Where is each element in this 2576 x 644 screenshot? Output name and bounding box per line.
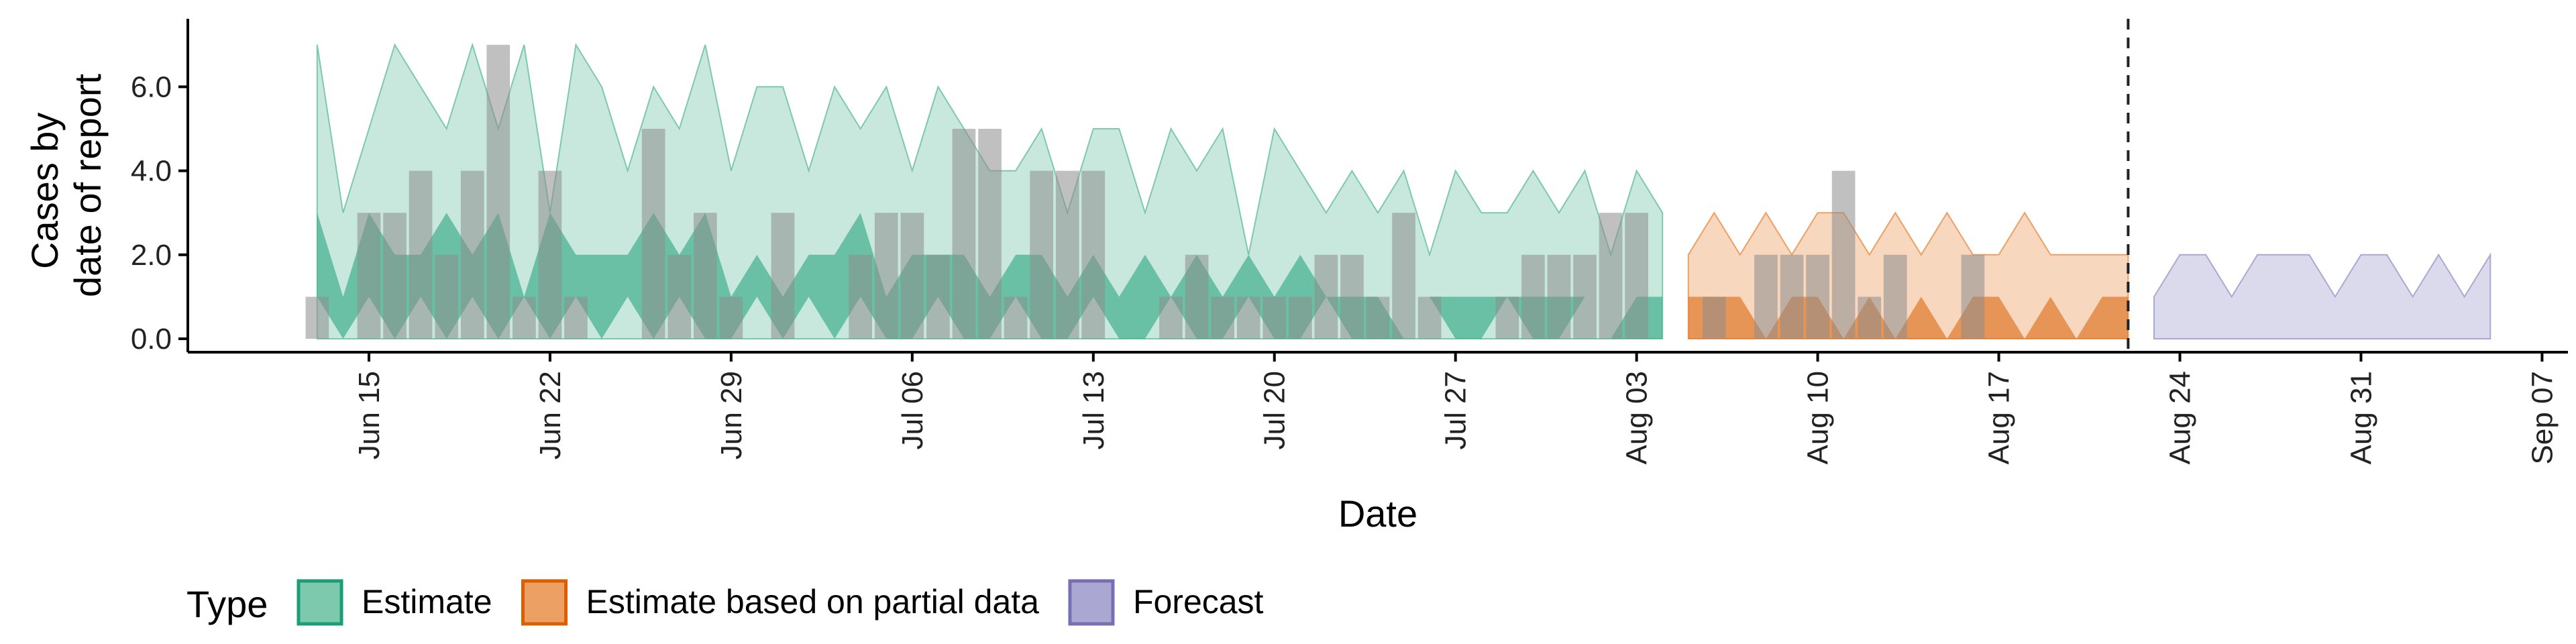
axes [186,19,2568,354]
reported-case-bars [305,44,1985,339]
reported-case-bar [1883,254,1907,339]
reported-case-bar [719,297,743,339]
y-tick-label: 6.0 [131,70,172,103]
x-tick-label: Jul 13 [1077,371,1110,449]
reported-case-bar [538,170,562,339]
y-axis-title: Cases by date of report [23,74,109,298]
reported-case-bar [694,213,717,339]
reported-case-bar [1159,297,1183,339]
legend-title: Type [186,583,268,625]
reported-case-bar [952,129,976,339]
legend-label-2: Forecast [1133,583,1264,621]
x-tick-label: Jun 15 [353,371,386,460]
y-ticks: 0.0 2.0 4.0 6.0 [131,70,188,356]
reported-case-bar [1314,254,1338,339]
reported-case-bar [1831,170,1856,339]
reported-case-bar [1961,254,1985,339]
x-tick-label: Jul 20 [1258,371,1291,449]
reported-case-bar [874,213,898,339]
reported-case-bar [1081,170,1106,339]
legend-items: Estimate Estimate based on partial data Fo… [297,579,1264,626]
legend-key-2 [1068,579,1115,626]
y-axis-title-line-1: Cases by [23,113,66,269]
reported-case-bar [1625,213,1648,339]
x-tick-label: Jul 27 [1440,371,1472,449]
reported-case-bar [1236,297,1260,339]
legend: Type Estimate Estimate based on partial d… [186,579,1264,626]
reported-case-bar [1547,254,1571,339]
x-tick-label: Jun 29 [715,371,748,460]
x-ticks: Jun 15 Jun 22 Jun 29 Jul 06 Jul 13 Jul 20 Jul … [353,352,2559,464]
y-tick-label: 0.0 [131,323,172,356]
y-tick-label: 4.0 [131,155,172,188]
x-axis-title: Date [1338,492,1417,535]
reported-case-bar [1806,254,1829,339]
reported-case-bar [1055,170,1079,339]
y-tick-label: 2.0 [131,239,172,272]
reported-case-bar [900,213,924,339]
reported-case-bar [926,254,950,339]
legend-key-0 [297,579,343,626]
reported-case-bar [1185,254,1209,339]
reported-case-bar [1289,297,1312,339]
reported-case-bar [1495,297,1519,339]
reported-case-bar [1392,213,1415,339]
reported-case-bar [1030,170,1053,339]
x-tick-label: Jul 06 [896,371,929,449]
reported-case-bar [978,129,1002,339]
y-axis-title-line-2: date of report [66,74,109,298]
x-tick-label: Jun 22 [534,371,567,460]
reported-case-bar [1263,297,1287,339]
reported-case-bar [849,254,872,339]
reported-case-bar [1858,297,1882,339]
reported-case-bar [1004,297,1028,339]
reported-case-bar [1573,254,1597,339]
reported-case-bar [486,44,511,339]
reported-case-bar [1754,254,1778,339]
reported-case-bar [357,213,381,339]
band-outer-2 [2153,252,2491,339]
x-tick-label: Sep 07 [2526,371,2559,464]
reported-case-bar [435,254,458,339]
reported-case-bar [1211,297,1234,339]
reported-case-bar [1780,254,1804,339]
reported-case-bar [641,129,665,339]
reported-case-bar [1703,297,1726,339]
reported-case-bar [1417,297,1442,339]
legend-key-1 [521,579,568,626]
x-tick-label: Aug 24 [2164,371,2197,464]
reported-case-bar [564,297,588,339]
reported-case-bar [1521,254,1545,339]
reported-case-bar [383,213,407,339]
reported-case-bar [667,254,692,339]
reported-case-bar [513,297,536,339]
reported-case-bar [1340,254,1364,339]
x-tick-label: Aug 10 [1802,371,1835,464]
reported-case-bar [1599,213,1623,339]
reported-case-bar [305,297,329,339]
legend-label-0: Estimate [362,583,492,621]
reported-case-bar [1366,297,1390,339]
x-tick-label: Aug 31 [2345,371,2377,464]
reported-case-bar [460,170,484,339]
legend-label-1: Estimate based on partial data [586,583,1040,621]
reported-case-bar [771,213,795,339]
x-tick-label: Aug 03 [1621,371,1654,464]
reported-case-bar [409,170,433,339]
x-tick-label: Aug 17 [1983,371,2016,464]
